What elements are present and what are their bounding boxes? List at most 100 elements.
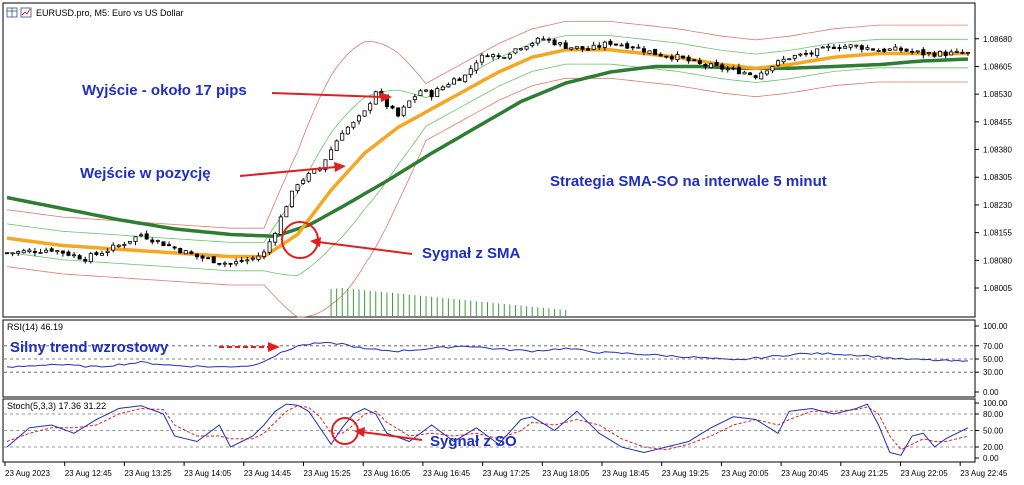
candle-body <box>831 46 836 49</box>
candle <box>491 53 496 61</box>
candle <box>954 48 959 54</box>
candle-body <box>803 52 808 55</box>
price-axis: 1.08680 1.08605 1.08530 1.08455 1.08380 1.083… <box>975 35 1012 293</box>
candle <box>496 53 501 60</box>
candle <box>234 258 239 267</box>
candle <box>301 178 306 185</box>
candle-body <box>273 233 278 243</box>
candle-body <box>94 252 99 255</box>
candle <box>574 46 579 51</box>
candle-body <box>580 46 585 50</box>
candle <box>66 250 71 257</box>
price-tick-label: 1.08080 <box>983 256 1012 265</box>
candle <box>921 47 926 59</box>
candle-body <box>910 51 915 53</box>
candle-body <box>574 46 579 49</box>
candle-body <box>99 252 104 256</box>
candle-body <box>898 47 903 51</box>
candle-body <box>463 74 468 83</box>
candle <box>284 205 289 218</box>
candle-body <box>714 61 719 66</box>
candle <box>206 256 211 260</box>
price-tick-label: 1.08305 <box>983 173 1012 182</box>
candle <box>960 49 965 55</box>
candle <box>619 43 624 47</box>
candle <box>351 121 356 130</box>
candle-body <box>38 251 43 254</box>
candle <box>507 52 512 61</box>
candle <box>686 54 691 64</box>
candle <box>267 238 272 255</box>
chart-icon[interactable] <box>20 7 32 18</box>
price-tick-label: 1.08380 <box>983 146 1012 155</box>
candle-body <box>653 48 658 56</box>
candle <box>910 48 915 55</box>
sma-fast <box>6 48 968 259</box>
candle <box>703 63 708 70</box>
time-tick-label: 23 Aug 19:25 <box>662 469 710 478</box>
candle-body <box>614 43 619 46</box>
candle-body <box>451 78 456 85</box>
candle <box>401 105 406 118</box>
stoch-axis: 100.00 80.00 50.00 20.00 0.00 <box>975 399 1008 463</box>
time-tick-label: 23 Aug 17:25 <box>483 469 531 478</box>
candle-body <box>116 244 121 247</box>
candle <box>178 247 183 254</box>
rsi-tick-label: 30.00 <box>983 368 1004 377</box>
stoch-panel: 100.00 80.00 50.00 20.00 0.00 Stoch(5,3,3) 1… <box>2 398 1008 463</box>
rsi-axis: 100.00 70.00 50.00 30.00 0.00 <box>975 322 1008 397</box>
candle <box>183 249 188 255</box>
candle-body <box>167 244 172 247</box>
candle <box>826 43 831 52</box>
candle-body <box>921 49 926 56</box>
candle-body <box>960 51 965 54</box>
table-icon[interactable] <box>6 7 18 18</box>
candle <box>569 47 574 51</box>
candle-body <box>904 48 909 52</box>
candle <box>245 256 250 265</box>
candle-body <box>787 58 792 61</box>
candle-body <box>267 241 272 253</box>
candle-body <box>200 255 205 259</box>
candle-body <box>513 48 518 54</box>
chart-title: EURUSD.pro, M5: Euro vs US Dollar <box>36 8 184 18</box>
candle <box>591 41 596 51</box>
candle <box>211 256 216 264</box>
candle-body <box>586 48 591 51</box>
candle <box>16 250 21 256</box>
time-tick-label: 23 Aug 14:45 <box>244 469 292 478</box>
candle-body <box>954 51 959 53</box>
candle <box>949 49 954 56</box>
candle-body <box>390 105 395 109</box>
candle <box>558 41 563 47</box>
candle <box>759 70 764 80</box>
candle-body <box>949 51 954 56</box>
candle-body <box>485 55 490 58</box>
candle <box>340 130 345 141</box>
candle <box>519 48 524 52</box>
candle-body <box>362 110 367 117</box>
candle-body <box>468 68 473 75</box>
candle-body <box>703 63 708 67</box>
candle-body <box>401 106 406 116</box>
candle <box>764 70 769 77</box>
candle <box>580 46 585 53</box>
candle <box>451 77 456 85</box>
candle-body <box>647 50 652 54</box>
sma-signal-annotation: Sygnał z SMA <box>422 245 521 262</box>
candle <box>669 54 674 62</box>
candle-body <box>222 262 227 265</box>
stoch-tick-label: 0.00 <box>983 454 999 463</box>
time-tick-label: 23 Aug 13:25 <box>124 469 172 478</box>
candle-body <box>753 75 758 79</box>
candle-body <box>552 39 557 46</box>
candle-body <box>742 71 747 75</box>
candle-body <box>49 248 54 252</box>
candle <box>345 125 350 135</box>
time-tick-label: 23 Aug 2023 <box>5 469 50 478</box>
candle <box>502 56 507 59</box>
candle <box>144 230 149 240</box>
candle <box>535 36 540 46</box>
candle <box>485 53 490 58</box>
volume-bars <box>330 288 567 316</box>
